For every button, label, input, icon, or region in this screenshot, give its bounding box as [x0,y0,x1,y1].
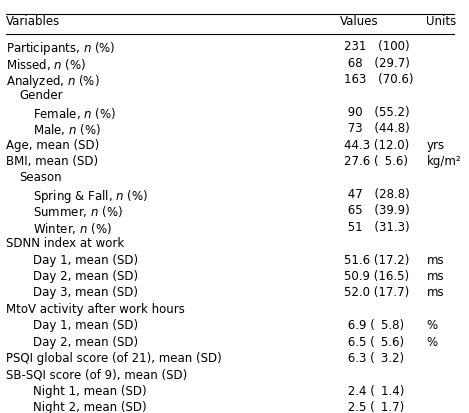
Text: Units: Units [426,15,457,28]
Text: PSQI global score (of 21), mean (SD): PSQI global score (of 21), mean (SD) [6,351,222,364]
Text: 51.6 (17.2): 51.6 (17.2) [344,253,409,266]
Text: 50.9 (16.5): 50.9 (16.5) [344,269,409,282]
Text: ms: ms [426,253,444,266]
Text: Day 2, mean (SD): Day 2, mean (SD) [33,269,138,282]
Text: BMI, mean (SD): BMI, mean (SD) [6,154,98,168]
Text: 6.5 (  5.6): 6.5 ( 5.6) [344,335,404,348]
Text: Night 2, mean (SD): Night 2, mean (SD) [33,400,147,413]
Text: SDNN index at work: SDNN index at work [6,237,124,249]
Text: ms: ms [426,286,444,299]
Text: 68 (29.7): 68 (29.7) [344,56,410,69]
Text: Winter, $n$ (%): Winter, $n$ (%) [33,220,113,235]
Text: 6.9 (  5.8): 6.9 ( 5.8) [344,318,404,331]
Text: 231 (100): 231 (100) [344,40,410,53]
Text: Spring & Fall, $n$ (%): Spring & Fall, $n$ (%) [33,188,148,204]
Text: kg/m²: kg/m² [426,154,461,168]
Text: 47 (28.8): 47 (28.8) [344,188,410,200]
Text: Gender: Gender [20,89,63,102]
Text: Night 1, mean (SD): Night 1, mean (SD) [33,384,147,397]
Text: %: % [426,318,438,331]
Text: 44.3 (12.0): 44.3 (12.0) [344,138,409,151]
Text: yrs: yrs [426,138,445,151]
Text: 90 (55.2): 90 (55.2) [344,105,410,119]
Text: 65 (39.9): 65 (39.9) [344,204,410,217]
Text: Missed, $n$ (%): Missed, $n$ (%) [6,56,86,71]
Text: ms: ms [426,269,444,282]
Text: Age, mean (SD): Age, mean (SD) [6,138,99,151]
Text: Female, $n$ (%): Female, $n$ (%) [33,105,116,121]
Text: Day 1, mean (SD): Day 1, mean (SD) [33,253,138,266]
Text: 27.6 (  5.6): 27.6 ( 5.6) [344,154,408,168]
Text: MtoV activity after work hours: MtoV activity after work hours [6,302,185,315]
Text: Day 1, mean (SD): Day 1, mean (SD) [33,318,138,331]
Text: 2.4 (  1.4): 2.4 ( 1.4) [344,384,405,397]
Text: Participants, $n$ (%): Participants, $n$ (%) [6,40,115,57]
Text: Values: Values [340,15,378,28]
Text: Variables: Variables [6,15,60,28]
Text: 6.3 (  3.2): 6.3 ( 3.2) [344,351,404,364]
Text: Summer, $n$ (%): Summer, $n$ (%) [33,204,123,219]
Text: 73 (44.8): 73 (44.8) [344,122,410,135]
Text: Male, $n$ (%): Male, $n$ (%) [33,122,101,137]
Text: Day 2, mean (SD): Day 2, mean (SD) [33,335,138,348]
Text: 2.5 (  1.7): 2.5 ( 1.7) [344,400,404,413]
Text: Analyzed, $n$ (%): Analyzed, $n$ (%) [6,73,100,90]
Text: Season: Season [20,171,62,184]
Text: 51 (31.3): 51 (31.3) [344,220,410,233]
Text: %: % [426,335,438,348]
Text: 163 (70.6): 163 (70.6) [344,73,414,86]
Text: SB-SQI score (of 9), mean (SD): SB-SQI score (of 9), mean (SD) [6,368,187,380]
Text: 52.0 (17.7): 52.0 (17.7) [344,286,409,299]
Text: Day 3, mean (SD): Day 3, mean (SD) [33,286,138,299]
